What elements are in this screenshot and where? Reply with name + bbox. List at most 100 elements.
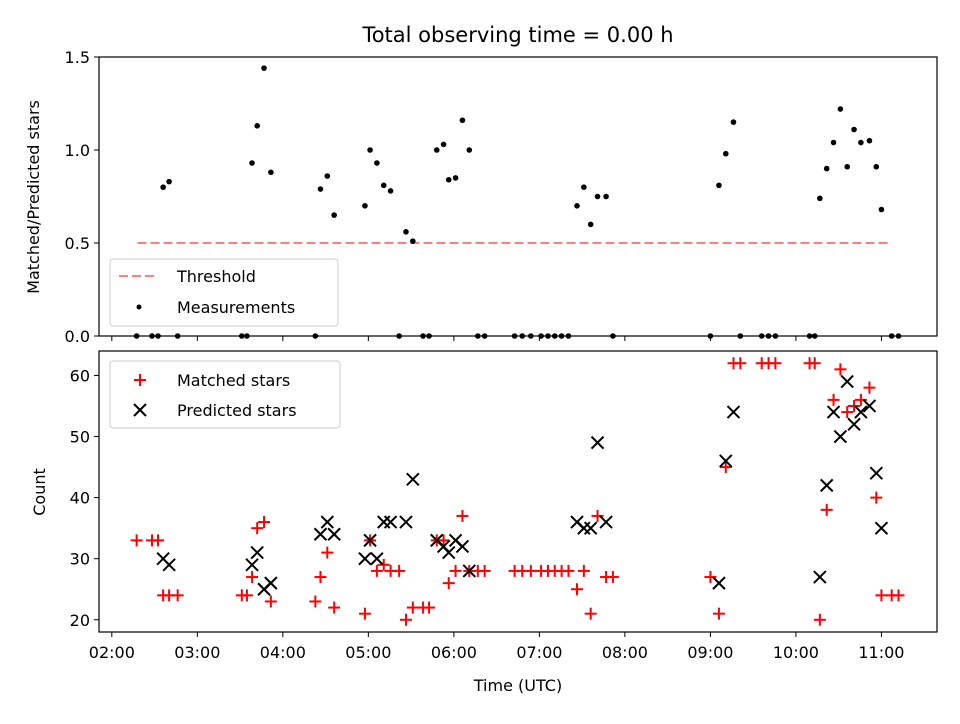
matched-star-point — [264, 595, 277, 608]
predicted-star-point — [813, 570, 827, 584]
matched-star-point — [591, 509, 604, 522]
predicted-star-point — [599, 515, 613, 529]
predicted-star-point — [455, 539, 470, 554]
matched-star-point — [571, 583, 584, 596]
measurement-point — [445, 176, 452, 183]
measurement-point — [587, 221, 594, 228]
measurement-point — [249, 160, 255, 166]
matched-star-point — [456, 509, 469, 522]
measurement-point — [873, 163, 880, 170]
predicted-star-point — [726, 405, 741, 419]
matched-star-point — [863, 381, 876, 394]
measurement-point — [317, 186, 324, 192]
x-tick-label: 09:00 — [687, 643, 733, 662]
measurement-point — [268, 169, 274, 176]
bottom-axes-frame — [98, 350, 938, 633]
legend-matched-swatch — [134, 374, 146, 386]
top-y-tick-label: 1.5 — [65, 48, 90, 67]
x-tick-label: 02:00 — [89, 643, 135, 662]
top-y-axis-label: Matched/Predicted stars — [24, 100, 43, 294]
bottom-y-tick-label: 50 — [70, 428, 90, 447]
predicted-star-point — [358, 551, 372, 566]
measurement-point — [410, 238, 416, 244]
predicted-star-point — [819, 478, 834, 493]
bottom-y-tick-label: 30 — [70, 550, 90, 569]
x-tick-label: 05:00 — [345, 643, 391, 662]
predicted-star-point — [590, 435, 605, 450]
x-axis-label: Time (UTC) — [473, 676, 562, 695]
legend-measurements-label: Measurements — [177, 298, 295, 317]
matched-star-point — [130, 534, 143, 547]
matched-star-point — [406, 601, 419, 614]
legend-predicted-label: Predicted stars — [177, 401, 297, 420]
matched-star-point — [848, 399, 861, 412]
bottom-y-tick-label: 40 — [70, 489, 90, 508]
predicted-stars-series — [156, 374, 889, 596]
predicted-star-point — [327, 527, 341, 541]
predicted-star-point — [363, 533, 377, 548]
measurement-point — [844, 163, 851, 170]
legend-predicted-swatch — [133, 403, 147, 417]
x-tick-label: 03:00 — [174, 643, 220, 662]
matched-star-point — [584, 607, 597, 620]
measurement-point — [851, 126, 857, 133]
matched-star-point — [606, 571, 619, 584]
matched-star-point — [719, 461, 732, 474]
predicted-star-point — [719, 454, 733, 468]
measurement-point — [380, 182, 387, 189]
matched-star-point — [423, 601, 436, 614]
matched-star-point — [393, 564, 406, 577]
predicted-star-point — [874, 521, 889, 535]
chart-title: Total observing time = 0.00 h — [361, 23, 673, 47]
bottom-legend: Matched stars Predicted stars — [109, 360, 341, 429]
measurement-point — [374, 160, 380, 166]
top-y-tick-label: 0.5 — [65, 234, 90, 253]
matched-star-point — [734, 357, 747, 370]
matched-star-point — [449, 564, 462, 577]
measurement-point — [866, 137, 873, 144]
legend-measurements-swatch — [136, 304, 142, 310]
predicted-star-point — [377, 515, 391, 529]
matched-star-point — [769, 357, 782, 370]
measurement-point — [331, 212, 337, 218]
x-tick-label: 06:00 — [431, 643, 477, 662]
predicted-star-point — [442, 545, 456, 560]
predicted-star-point — [583, 521, 598, 535]
predicted-star-point — [320, 515, 335, 529]
predicted-star-point — [162, 558, 176, 572]
matched-star-point — [314, 571, 327, 584]
matched-star-point — [813, 613, 826, 626]
matched-star-point — [577, 564, 590, 577]
predicted-star-point — [577, 521, 591, 535]
measurement-point — [823, 165, 830, 172]
measurement-point — [362, 203, 368, 209]
matched-star-point — [309, 595, 322, 608]
matched-star-point — [524, 564, 537, 577]
measurement-point — [574, 203, 580, 209]
measurement-point — [403, 229, 409, 235]
matched-star-point — [442, 577, 455, 590]
top-y-tick-label: 1.0 — [65, 141, 90, 160]
predicted-star-point — [833, 429, 848, 444]
predicted-star-point — [370, 551, 384, 566]
predicted-star-point — [245, 558, 259, 572]
measurement-point — [730, 119, 737, 125]
predicted-star-point — [399, 515, 413, 529]
measurement-point — [433, 147, 440, 153]
matched-star-point — [358, 607, 371, 620]
matched-star-point — [841, 406, 854, 419]
matched-star-point — [808, 357, 821, 370]
measurement-point — [324, 173, 331, 179]
matched-star-point — [834, 363, 847, 376]
predicted-star-point — [383, 515, 398, 529]
measurement-point — [440, 141, 447, 148]
predicted-star-point — [712, 576, 726, 590]
measurement-point — [261, 65, 267, 71]
measurement-point — [160, 184, 166, 190]
top-legend: Threshold Measurements — [109, 258, 339, 327]
x-tick-label: 10:00 — [773, 643, 819, 662]
measurement-point — [858, 139, 864, 146]
matched-star-point — [562, 564, 575, 577]
matched-star-point — [171, 589, 184, 602]
